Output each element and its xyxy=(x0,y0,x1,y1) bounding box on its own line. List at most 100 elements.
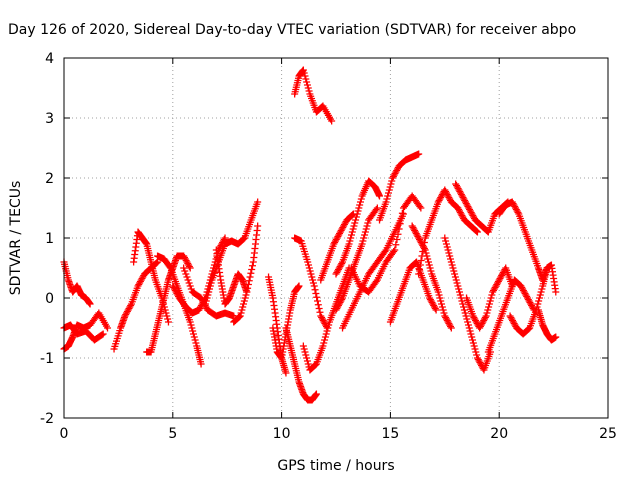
data-point xyxy=(460,195,468,203)
data-point xyxy=(455,207,463,215)
data-point xyxy=(332,306,340,314)
data-point xyxy=(391,170,399,177)
data-point xyxy=(410,225,418,233)
data-point xyxy=(536,291,544,299)
data-point xyxy=(426,296,434,303)
data-point xyxy=(424,255,432,263)
data-point xyxy=(442,315,450,323)
data-point xyxy=(508,198,516,206)
data-point xyxy=(126,303,134,311)
data-point xyxy=(242,291,250,299)
data-point xyxy=(419,242,427,249)
data-point xyxy=(476,323,484,330)
x-tick-label: 25 xyxy=(599,426,617,442)
data-point xyxy=(334,233,342,240)
series-t17 xyxy=(291,66,336,125)
data-point xyxy=(484,306,492,314)
data-point xyxy=(386,183,394,191)
data-point xyxy=(324,324,332,332)
data-point xyxy=(190,333,198,341)
data-point xyxy=(474,356,482,363)
data-point xyxy=(184,276,192,284)
data-point xyxy=(479,318,487,326)
data-point xyxy=(442,314,450,321)
data-point xyxy=(337,297,345,305)
data-point xyxy=(472,317,480,324)
data-point xyxy=(447,323,455,330)
data-point xyxy=(192,339,200,347)
data-point xyxy=(300,345,308,353)
data-point xyxy=(320,339,328,347)
data-point xyxy=(473,228,481,236)
data-point xyxy=(498,272,506,279)
data-point xyxy=(392,168,400,176)
data-point xyxy=(230,312,238,320)
data-point xyxy=(311,286,319,294)
data-point xyxy=(408,222,416,230)
data-point xyxy=(356,201,364,209)
data-point xyxy=(427,267,435,275)
data-point xyxy=(453,183,461,191)
data-point xyxy=(307,270,315,278)
data-point xyxy=(316,308,324,316)
data-point xyxy=(470,213,478,221)
data-point xyxy=(524,296,532,303)
data-point xyxy=(426,264,434,272)
data-point xyxy=(412,259,420,267)
data-point xyxy=(337,261,345,269)
data-point xyxy=(184,260,192,267)
data-point xyxy=(203,294,211,302)
data-point xyxy=(438,192,446,200)
data-point xyxy=(124,306,132,314)
data-point xyxy=(428,299,436,306)
x-tick-label: 15 xyxy=(381,426,399,442)
y-tick-label: 2 xyxy=(45,171,54,187)
data-point xyxy=(172,288,180,296)
data-point xyxy=(488,291,496,299)
data-point xyxy=(476,359,484,366)
data-point xyxy=(512,206,520,213)
data-point xyxy=(443,191,451,198)
data-point xyxy=(181,255,189,263)
data-point xyxy=(448,261,456,269)
data-point xyxy=(153,259,161,267)
data-point xyxy=(438,303,446,311)
data-point xyxy=(443,317,451,324)
data-point xyxy=(460,303,468,311)
x-tick-label: 20 xyxy=(490,426,508,442)
data-point xyxy=(466,207,474,215)
data-point xyxy=(301,72,309,80)
data-point xyxy=(422,249,430,257)
data-point xyxy=(453,279,461,287)
data-point xyxy=(164,315,172,323)
data-point xyxy=(308,273,316,281)
data-point xyxy=(447,255,455,263)
data-point xyxy=(442,237,450,245)
data-point xyxy=(424,258,432,266)
data-point xyxy=(512,204,520,212)
data-point xyxy=(337,227,345,234)
data-point xyxy=(136,279,144,287)
data-point xyxy=(464,318,472,326)
data-point xyxy=(481,315,489,323)
data-point xyxy=(392,241,400,249)
data-point xyxy=(334,303,342,311)
data-point xyxy=(411,227,419,234)
data-point xyxy=(436,195,444,203)
data-point xyxy=(383,195,391,203)
data-point xyxy=(489,288,497,296)
data-point xyxy=(362,225,370,233)
data-point xyxy=(204,291,212,299)
data-point xyxy=(393,167,401,174)
data-point xyxy=(524,326,532,333)
data-point xyxy=(454,185,462,192)
data-point xyxy=(435,197,443,204)
series-t24 xyxy=(376,150,423,224)
data-point xyxy=(314,297,322,305)
x-tick-label: 10 xyxy=(273,426,291,442)
data-point xyxy=(519,287,527,294)
data-point xyxy=(183,273,191,281)
data-point xyxy=(446,321,454,329)
data-point xyxy=(538,285,546,293)
